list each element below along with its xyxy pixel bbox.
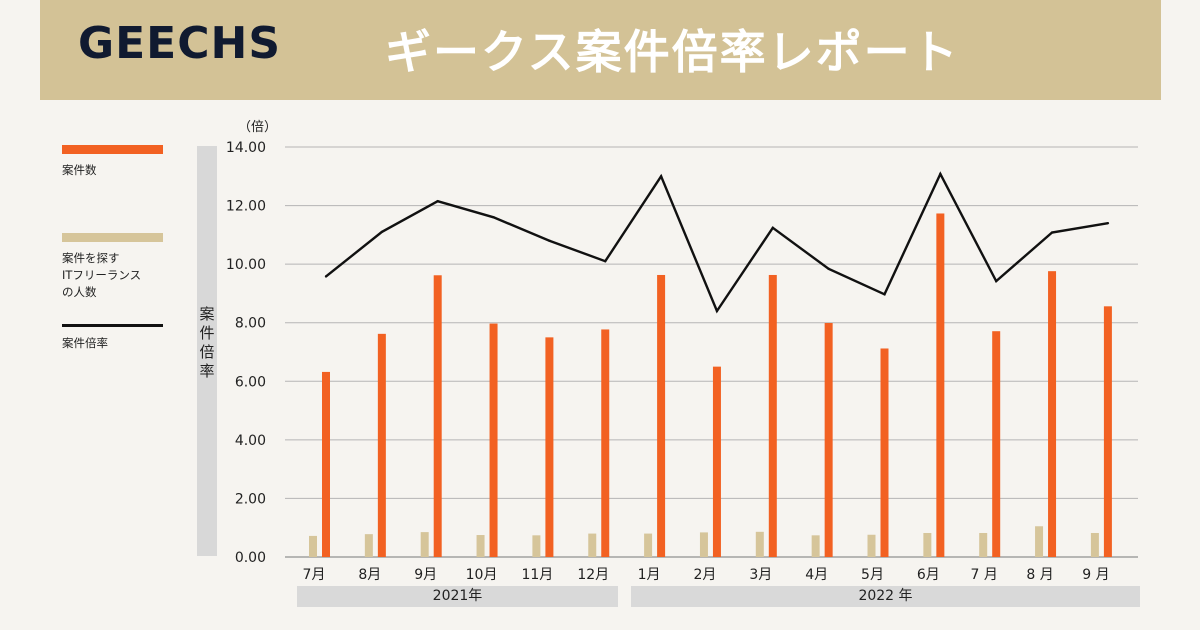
ratio-point [1106, 221, 1110, 225]
ratio-point [771, 226, 774, 230]
ratio-point [548, 239, 551, 242]
bar-projects [712, 366, 721, 557]
bar-freelancers [979, 532, 988, 557]
bar-freelancers [532, 535, 541, 557]
ratio-point [715, 309, 719, 313]
bar-projects [1103, 306, 1112, 557]
bar-projects [322, 371, 330, 557]
legend-item-freelancers: 案件を探す ITフリーランス の人数 [62, 233, 172, 301]
legend-swatch-ratio [62, 324, 163, 327]
y-axis-unit: （倍） [238, 120, 278, 135]
bar-freelancers [1035, 526, 1044, 557]
header-banner [40, 0, 1161, 100]
bar-freelancers [699, 532, 708, 557]
legend-swatch-freelancers [62, 233, 163, 242]
x-tick-label: 8 月 [1026, 567, 1053, 583]
y-tick-label: 12.00 [226, 199, 266, 215]
bar-projects [824, 323, 833, 557]
bar-freelancers [420, 532, 429, 557]
legend-item-ratio: 案件倍率 [62, 324, 172, 352]
ratio-point [1050, 231, 1054, 234]
brand-logo: GEECHS [78, 18, 282, 69]
bar-freelancers [644, 533, 653, 557]
x-tick-label: 1月 [638, 567, 661, 583]
x-tick-label: 12月 [577, 567, 609, 583]
ratio-point [604, 260, 607, 263]
bar-projects [657, 274, 666, 557]
ratio-line [325, 171, 1109, 314]
year-label-2021: 2021年 [297, 586, 618, 607]
bar-freelancers [867, 534, 876, 557]
ratio-point [939, 172, 942, 176]
x-tick-label: 9月 [414, 567, 437, 583]
x-tick-label: 5月 [861, 567, 884, 583]
x-tick-label: 4月 [805, 567, 828, 583]
ratio-point [659, 175, 663, 178]
bar-freelancers [476, 535, 485, 557]
report-title: ギークス案件倍率レポート [385, 25, 960, 79]
x-tick-label: 7 月 [971, 567, 998, 583]
bar-freelancers [1090, 532, 1099, 557]
y-axis-title: 案件倍率 [199, 305, 215, 380]
y-tick-label: 0.00 [235, 550, 266, 566]
x-tick-label: 8月 [358, 567, 381, 583]
y-tick-label: 14.00 [226, 140, 266, 156]
bar-projects [433, 275, 442, 557]
y-tick-label: 8.00 [235, 316, 266, 332]
x-tick-label: 9 月 [1082, 567, 1109, 583]
ratio-point [827, 267, 830, 271]
ratio-point [436, 199, 439, 203]
y-tick-label: 4.00 [235, 433, 266, 449]
x-tick-label: 2月 [693, 567, 716, 583]
x-tick-label: 6月 [917, 567, 940, 583]
bar-projects [768, 274, 777, 557]
y-axis-title-bar [197, 146, 217, 556]
bar-projects [992, 331, 1001, 557]
x-tick-label: 7月 [303, 567, 326, 583]
bar-projects [601, 329, 610, 557]
legend-item-projects: 案件数 [62, 145, 172, 179]
ratio-point [380, 230, 384, 234]
x-tick-label: 11月 [521, 567, 553, 583]
year-label-2022: 2022 年 [631, 586, 1140, 607]
y-tick-label: 6.00 [235, 374, 266, 390]
legend-label-ratio: 案件倍率 [62, 336, 108, 350]
y-tick-label: 2.00 [235, 491, 266, 507]
bar-projects [880, 348, 889, 557]
bar-freelancers [755, 531, 764, 557]
bar-freelancers [923, 532, 932, 557]
ratio-point [883, 293, 886, 296]
legend-swatch-projects [62, 145, 163, 154]
legend-label-freelancers: 案件を探す ITフリーランス の人数 [62, 251, 142, 299]
x-tick-label: 3月 [749, 567, 772, 583]
bar-projects [545, 337, 554, 557]
bar-projects [1048, 271, 1057, 557]
bar-projects [489, 323, 498, 557]
bar-freelancers [364, 534, 373, 557]
x-tick-label: 10月 [466, 567, 498, 583]
ratio-point [492, 216, 495, 219]
bar-projects [377, 333, 386, 557]
bar-freelancers [588, 533, 597, 557]
legend-label-projects: 案件数 [62, 163, 97, 177]
ratio-point [995, 279, 998, 283]
bar-projects [936, 213, 945, 557]
y-tick-label: 10.00 [226, 257, 266, 273]
ratio-point [324, 275, 328, 278]
bar-freelancers [309, 535, 317, 557]
bar-freelancers [811, 535, 820, 557]
